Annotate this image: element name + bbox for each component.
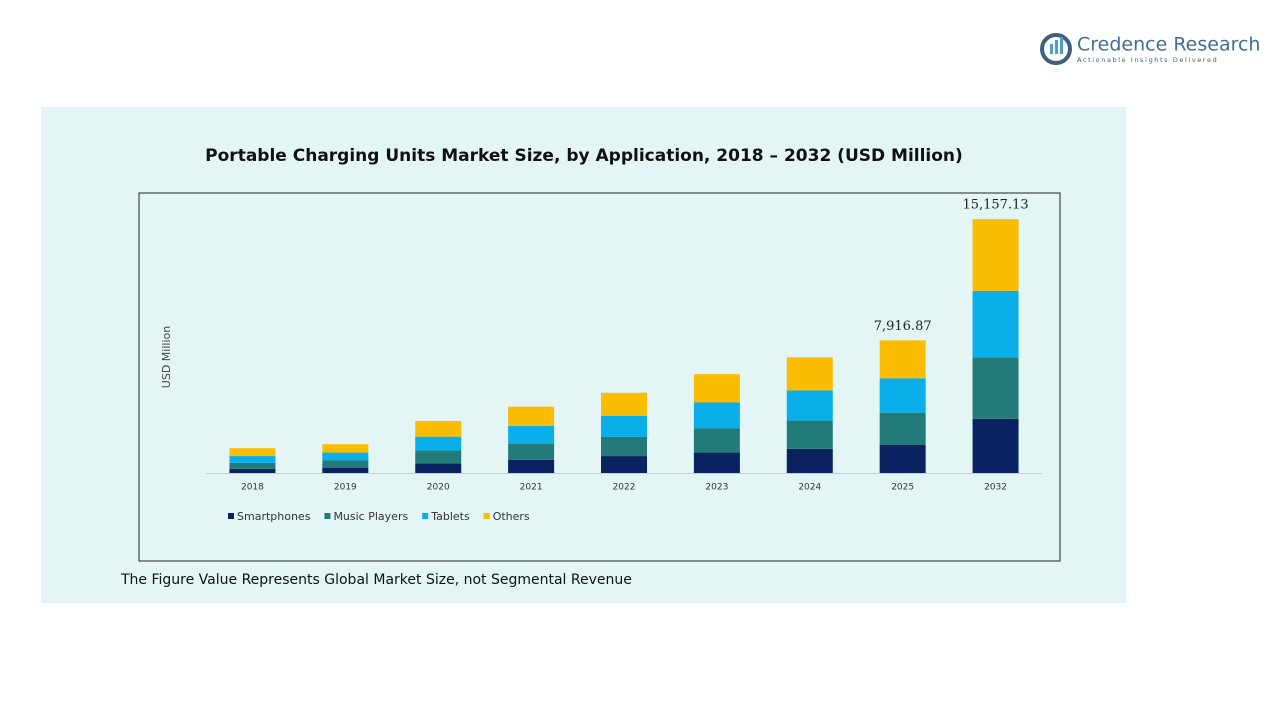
bar-segment [879,412,926,445]
legend-swatch [422,513,429,519]
chart-title: Portable Charging Units Market Size, by … [205,146,963,166]
bar-segment [693,452,740,473]
bar-segment [693,402,740,429]
legend-swatch [483,513,490,519]
panel [41,107,1126,603]
legend-swatch [228,513,234,519]
legend-label: Others [493,510,530,523]
bar-segment [415,463,462,473]
bar-segment [972,357,1019,419]
bar-segment [322,467,369,473]
x-tick-label: 2023 [705,483,728,493]
footnote: The Figure Value Represents Global Marke… [120,572,632,588]
bar-segment [229,448,276,457]
bar-segment [508,406,555,426]
logo-icon [1050,44,1053,54]
x-tick-label: 2022 [613,483,636,493]
bar-segment [879,444,926,473]
legend-label: Smartphones [237,510,311,523]
x-tick-label: 2021 [520,483,543,493]
bar-segment [601,436,647,457]
bar-segment [508,425,555,445]
bar-segment [229,468,276,473]
bar-segment [601,415,647,437]
y-axis-label: USD Million [160,326,173,388]
logo-icon [1055,40,1058,54]
bar-segment [972,290,1019,358]
bar-segment [693,374,740,403]
bar-segment [415,420,462,437]
bar-segment [415,450,462,464]
logo-icon [1040,33,1072,65]
bar-segment [972,219,1019,291]
bar-segment [972,418,1019,473]
legend-label: Music Players [333,510,408,523]
data-label: 7,916.87 [874,319,932,334]
bar-segment [693,428,740,453]
bar-segment [879,378,926,413]
bar-segment [508,444,555,460]
brand-name: Credence Research [1077,34,1260,56]
logo: Credence Research Actionable Insights De… [1040,33,1260,65]
bar-segment [322,460,369,468]
bar-segment [879,340,926,379]
bar-segment [322,452,369,461]
x-tick-label: 2018 [241,483,264,493]
bar-segment [229,456,276,463]
bar-segment [415,436,462,451]
bar-segment [508,459,555,473]
x-tick-label: 2032 [984,483,1007,493]
x-tick-label: 2019 [334,483,357,493]
brand-tagline: Actionable Insights Delivered [1077,56,1218,64]
bar-segment [601,456,647,473]
bar-segment [229,462,276,469]
bar-segment [322,444,369,453]
data-label: 15,157.13 [962,198,1028,213]
bar-segment [786,390,833,421]
bar-segment [786,420,833,449]
x-tick-label: 2025 [891,483,914,493]
bar-segment [786,448,833,473]
legend-swatch [324,513,331,519]
bar-segment [786,357,833,391]
x-tick-label: 2024 [798,483,821,493]
plot-frame [138,192,1061,562]
bar-segment [601,392,647,416]
logo-icon [1060,37,1063,54]
legend-label: Tablets [430,510,470,523]
x-tick-label: 2020 [427,483,450,493]
